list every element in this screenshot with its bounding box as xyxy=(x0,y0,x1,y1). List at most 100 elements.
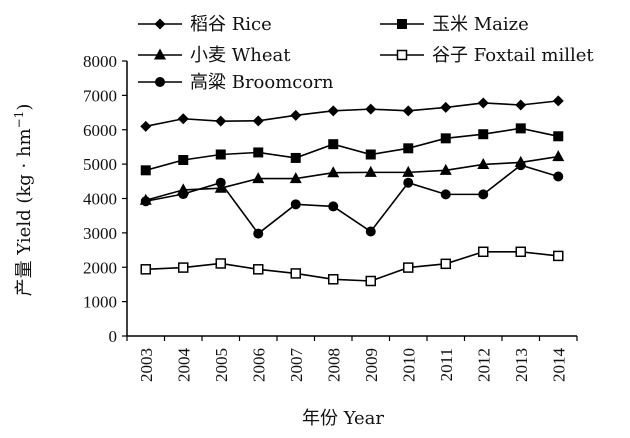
y-tick-label: 4000 xyxy=(83,190,117,209)
legend-label: 玉米 Maize xyxy=(432,14,529,35)
axes: 0 1000 2000 3000 4000 5000 6000 7000 8000 2003 200… xyxy=(83,52,578,383)
y-axis-title-sup: −1 xyxy=(12,111,26,129)
data-point xyxy=(440,258,451,270)
data-point xyxy=(515,123,526,134)
x-tick-label: 2013 xyxy=(512,348,531,382)
data-point xyxy=(140,196,151,207)
legend-item: 稻谷 Rice xyxy=(138,14,272,35)
data-point xyxy=(253,147,264,158)
y-tick-label: 7000 xyxy=(83,86,117,105)
data-point xyxy=(328,201,339,212)
data-point xyxy=(140,120,152,132)
series-layer xyxy=(139,95,565,287)
data-point xyxy=(290,109,302,121)
x-tick-label: 2007 xyxy=(287,348,306,383)
data-point xyxy=(365,226,376,237)
data-point xyxy=(403,143,414,154)
data-point xyxy=(553,131,564,142)
y-tick-label: 2000 xyxy=(83,258,117,277)
y-tick-label: 3000 xyxy=(83,224,117,243)
data-point xyxy=(140,165,151,176)
legend-marker xyxy=(155,77,165,87)
series-line xyxy=(145,127,559,172)
data-point xyxy=(552,95,564,107)
legend-marker xyxy=(154,18,166,30)
series-line xyxy=(145,155,559,201)
data-point xyxy=(215,258,226,269)
data-point xyxy=(252,115,264,127)
data-point xyxy=(440,133,451,144)
x-tick-label: 2009 xyxy=(362,348,381,382)
data-point xyxy=(553,250,564,262)
y-axis-title-main: 产量 Yield (kg · hm xyxy=(14,128,35,296)
data-point xyxy=(477,97,489,109)
legend-item: 高粱 Broomcorn xyxy=(138,72,334,93)
y-tick-label: 8000 xyxy=(83,52,117,71)
x-tick-label: 2006 xyxy=(249,348,268,382)
data-point xyxy=(252,172,265,184)
series-line xyxy=(145,100,559,128)
data-point xyxy=(515,99,527,111)
y-tick-label: 1000 xyxy=(83,293,117,312)
data-point xyxy=(402,165,415,177)
data-point xyxy=(178,262,189,273)
legend-item: 谷子 Foxtail millet xyxy=(380,45,594,66)
data-point xyxy=(215,115,227,127)
data-point xyxy=(440,189,451,200)
y-tick-label: 5000 xyxy=(83,155,117,174)
data-point xyxy=(177,113,189,125)
data-point xyxy=(365,149,376,160)
x-tick-label: 2003 xyxy=(137,348,156,382)
data-point xyxy=(365,103,377,115)
x-tick-label: 2010 xyxy=(399,348,418,382)
series-group xyxy=(140,123,564,176)
data-point xyxy=(327,166,340,178)
data-point xyxy=(477,157,490,169)
data-point xyxy=(478,189,489,200)
data-point xyxy=(364,165,377,177)
data-point xyxy=(140,264,151,275)
data-point xyxy=(515,160,526,171)
x-tick-label: 2008 xyxy=(324,348,343,382)
series-group xyxy=(140,160,564,239)
data-point xyxy=(178,155,189,165)
data-point xyxy=(553,171,564,182)
data-point xyxy=(215,149,226,160)
data-point xyxy=(403,177,414,188)
legend-item: 小麦 Wheat xyxy=(138,45,291,66)
legend-label: 小麦 Wheat xyxy=(190,45,291,66)
data-point xyxy=(515,246,526,258)
data-point xyxy=(327,105,339,117)
legend-label: 稻谷 Rice xyxy=(190,14,272,35)
legend: 稻谷 Rice 玉米 Maize 小麦 Wheat 谷子 Foxtail millet… xyxy=(138,14,594,93)
legend-item: 玉米 Maize xyxy=(380,14,529,35)
series-line xyxy=(145,250,559,282)
x-tick-label: 2014 xyxy=(549,348,568,383)
x-tick-label: 2004 xyxy=(174,348,193,383)
data-point xyxy=(478,246,489,258)
y-axis-title-close: ) xyxy=(14,104,35,111)
x-tick-label: 2012 xyxy=(474,348,493,382)
legend-marker xyxy=(397,19,407,29)
series-group xyxy=(139,150,565,205)
legend-marker xyxy=(154,48,166,60)
data-point xyxy=(290,152,301,163)
series-line xyxy=(145,164,559,235)
series-group xyxy=(140,246,564,287)
data-point xyxy=(402,105,414,117)
data-point xyxy=(552,150,565,162)
data-point xyxy=(440,101,452,113)
legend-marker xyxy=(396,49,408,61)
legend-label: 高粱 Broomcorn xyxy=(190,72,334,93)
y-tick-label: 0 xyxy=(109,327,118,346)
data-point xyxy=(403,262,414,273)
x-tick-label: 2005 xyxy=(212,348,231,382)
legend-label: 谷子 Foxtail millet xyxy=(432,45,594,66)
data-point xyxy=(478,129,489,140)
data-point xyxy=(439,163,452,175)
y-axis-title: 产量 Yield (kg · hm−1) xyxy=(12,104,35,297)
x-tick-label: 2011 xyxy=(437,348,456,381)
x-axis-title: 年份 Year xyxy=(302,408,384,429)
data-point xyxy=(365,275,376,287)
